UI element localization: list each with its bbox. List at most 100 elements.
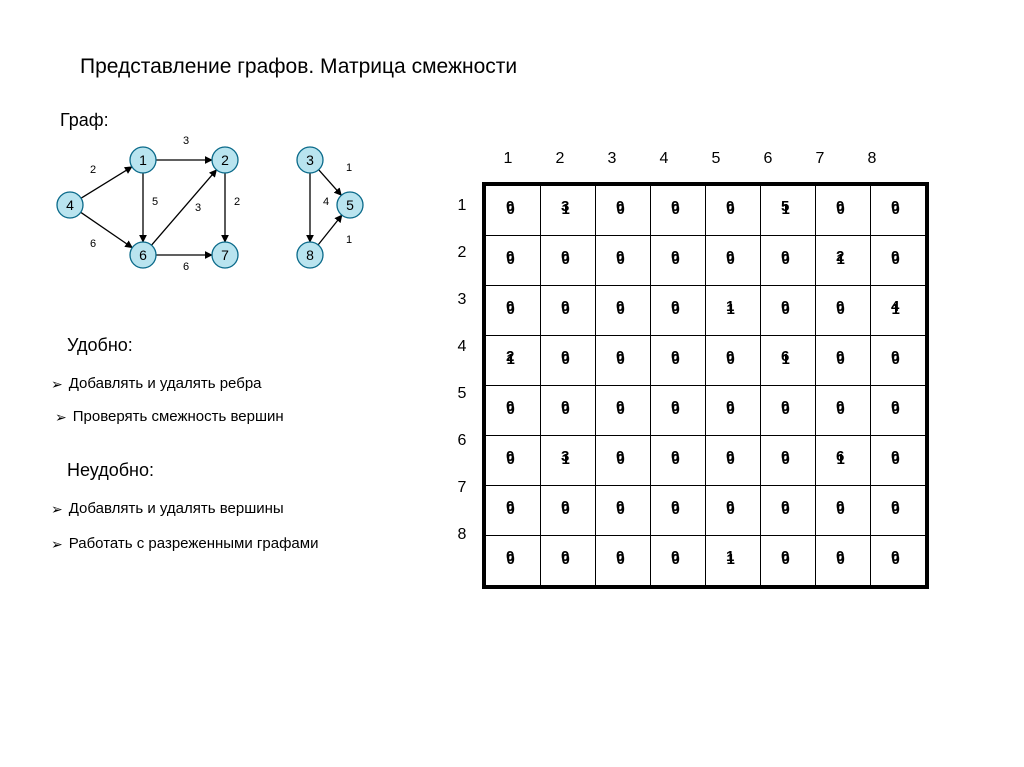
matrix-col-header: 7 xyxy=(794,150,846,168)
graph-edge xyxy=(319,170,342,196)
matrix-cell: 00 xyxy=(761,286,816,336)
matrix-col-header: 4 xyxy=(638,150,690,168)
graph-node-label: 6 xyxy=(139,247,147,263)
matrix-row-header: 1 xyxy=(450,182,474,229)
table-row: 0031000000006100 xyxy=(484,436,927,486)
matrix-col-header: 2 xyxy=(534,150,586,168)
matrix-col-header: 6 xyxy=(742,150,794,168)
matrix-cell: 00 xyxy=(484,236,541,286)
convenient-text: Проверять смежность вершин xyxy=(73,408,284,425)
edge-weight-label: 1 xyxy=(346,234,352,246)
matrix-cell: 00 xyxy=(541,286,596,336)
inconvenient-text: Работать с разреженными графами xyxy=(69,535,319,552)
matrix-cell: 00 xyxy=(596,336,651,386)
convenient-heading: Удобно: xyxy=(67,335,133,356)
graph-label: Граф: xyxy=(60,110,109,131)
edge-weight-label: 6 xyxy=(90,238,96,250)
matrix-row-header: 8 xyxy=(450,511,474,558)
graph-node-label: 5 xyxy=(346,197,354,213)
matrix-cell: 00 xyxy=(761,436,816,486)
matrix-cell: 00 xyxy=(651,236,706,286)
matrix-cell: 00 xyxy=(706,486,761,536)
matrix-cell: 61 xyxy=(816,436,871,486)
matrix-cell: 00 xyxy=(541,536,596,588)
matrix-row-header: 2 xyxy=(450,229,474,276)
table-row: 0000000011000000 xyxy=(484,536,927,588)
edge-weight-label: 5 xyxy=(152,196,158,208)
matrix-cell: 00 xyxy=(484,486,541,536)
matrix-cell: 00 xyxy=(761,386,816,436)
table-row: 0031000000510000 xyxy=(484,184,927,236)
matrix-row-header: 5 xyxy=(450,370,474,417)
edge-weight-label: 2 xyxy=(234,196,240,208)
matrix-row-header: 4 xyxy=(450,323,474,370)
inconvenient-heading: Неудобно: xyxy=(67,460,154,481)
graph-node-label: 1 xyxy=(139,152,147,168)
matrix-cell: 00 xyxy=(541,386,596,436)
inconvenient-item: ➢ Добавлять и удалять вершины xyxy=(51,500,284,518)
matrix-cell: 00 xyxy=(596,436,651,486)
page-title: Представление графов. Матрица смежности xyxy=(80,55,517,79)
matrix-cell: 00 xyxy=(871,236,928,286)
matrix-cell: 00 xyxy=(651,436,706,486)
convenient-text: Добавлять и удалять ребра xyxy=(69,375,262,392)
matrix-cell: 00 xyxy=(541,486,596,536)
matrix-col-header: 5 xyxy=(690,150,742,168)
matrix-cell: 00 xyxy=(484,536,541,588)
chevron-right-icon: ➢ xyxy=(51,501,63,518)
matrix-cell: 00 xyxy=(541,336,596,386)
matrix-cell: 61 xyxy=(761,336,816,386)
table-row: 0000000000000000 xyxy=(484,486,927,536)
matrix-col-header: 8 xyxy=(846,150,898,168)
matrix-cell: 00 xyxy=(596,184,651,236)
graph-node-label: 3 xyxy=(306,152,314,168)
graph-edge xyxy=(318,215,342,245)
graph-node-label: 4 xyxy=(66,197,74,213)
matrix-cell: 00 xyxy=(871,436,928,486)
adjacency-matrix: 12345678 12345678 0031000000510000000000… xyxy=(450,150,929,589)
matrix-row-header: 3 xyxy=(450,276,474,323)
matrix-cell: 00 xyxy=(596,236,651,286)
matrix-cell: 51 xyxy=(761,184,816,236)
convenient-item: ➢ Добавлять и удалять ребра xyxy=(51,375,262,393)
matrix-col-header: 3 xyxy=(586,150,638,168)
table-row: 0000000011000041 xyxy=(484,286,927,336)
edge-weight-label: 2 xyxy=(90,164,96,176)
inconvenient-item: ➢ Работать с разреженными графами xyxy=(51,535,318,553)
matrix-cell: 00 xyxy=(484,184,541,236)
matrix-cell: 31 xyxy=(541,436,596,486)
matrix-cell: 00 xyxy=(596,386,651,436)
matrix-cell: 00 xyxy=(706,386,761,436)
matrix-cell: 00 xyxy=(651,336,706,386)
matrix-cell: 41 xyxy=(871,286,928,336)
matrix-cell: 00 xyxy=(871,536,928,588)
matrix-col-header: 1 xyxy=(482,150,534,168)
matrix-row-header: 6 xyxy=(450,417,474,464)
inconvenient-text: Добавлять и удалять вершины xyxy=(69,500,284,517)
graph-node-label: 2 xyxy=(221,152,229,168)
matrix-cell: 00 xyxy=(596,536,651,588)
matrix-cell: 00 xyxy=(706,436,761,486)
matrix-cell: 00 xyxy=(651,486,706,536)
matrix-cell: 00 xyxy=(706,184,761,236)
chevron-right-icon: ➢ xyxy=(55,409,67,426)
chevron-right-icon: ➢ xyxy=(51,376,63,393)
matrix-cell: 31 xyxy=(541,184,596,236)
matrix-cell: 00 xyxy=(484,386,541,436)
table-row: 0000000000000000 xyxy=(484,386,927,436)
matrix-cell: 00 xyxy=(761,536,816,588)
matrix-cell: 00 xyxy=(871,336,928,386)
table-row: 2100000000610000 xyxy=(484,336,927,386)
matrix-cell: 00 xyxy=(816,386,871,436)
matrix-cell: 00 xyxy=(871,486,928,536)
matrix-cell: 00 xyxy=(816,486,871,536)
edge-weight-label: 6 xyxy=(183,261,189,273)
matrix-cell: 00 xyxy=(871,184,928,236)
matrix-cell: 21 xyxy=(816,236,871,286)
graph-edge xyxy=(151,170,216,245)
edge-weight-label: 3 xyxy=(195,202,201,214)
chevron-right-icon: ➢ xyxy=(51,536,63,553)
matrix-cell: 21 xyxy=(484,336,541,386)
graph-diagram: 325326614112345678 xyxy=(50,135,380,285)
graph-edge xyxy=(81,167,132,198)
